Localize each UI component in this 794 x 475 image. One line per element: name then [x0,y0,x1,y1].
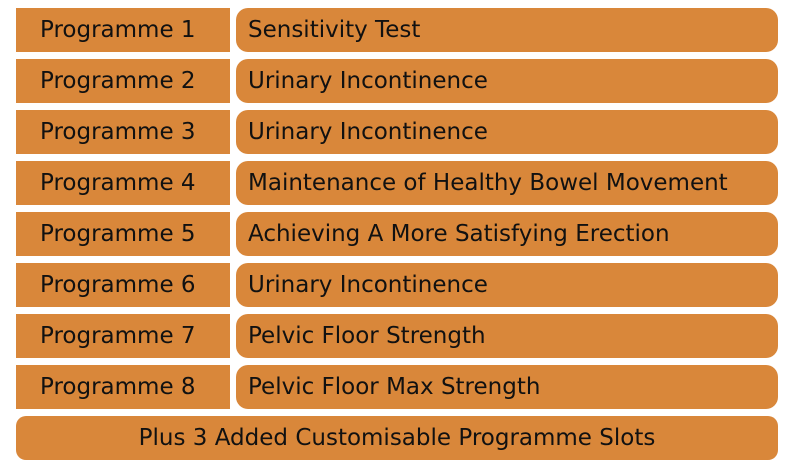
programme-label: Programme 2 [16,59,230,103]
programme-label: Programme 4 [16,161,230,205]
programme-row: Programme 7 Pelvic Floor Strength [0,314,794,358]
programme-row: Programme 3 Urinary Incontinence [0,110,794,154]
programme-label: Programme 7 [16,314,230,358]
programme-label: Programme 3 [16,110,230,154]
programme-description: Achieving A More Satisfying Erection [236,212,778,256]
programme-row: Programme 5 Achieving A More Satisfying … [0,212,794,256]
programme-row: Programme 6 Urinary Incontinence [0,263,794,307]
programme-description: Maintenance of Healthy Bowel Movement [236,161,778,205]
custom-slots-footer: Plus 3 Added Customisable Programme Slot… [16,416,778,460]
programme-description: Urinary Incontinence [236,59,778,103]
programme-row: Programme 2 Urinary Incontinence [0,59,794,103]
programme-row: Programme 4 Maintenance of Healthy Bowel… [0,161,794,205]
programme-description: Sensitivity Test [236,8,778,52]
programme-label: Programme 6 [16,263,230,307]
programme-description: Pelvic Floor Max Strength [236,365,778,409]
programme-row: Programme 1 Sensitivity Test [0,8,794,52]
programme-description: Urinary Incontinence [236,263,778,307]
programme-description: Pelvic Floor Strength [236,314,778,358]
programme-label: Programme 8 [16,365,230,409]
programme-description: Urinary Incontinence [236,110,778,154]
programme-row: Programme 8 Pelvic Floor Max Strength [0,365,794,409]
programme-label: Programme 5 [16,212,230,256]
programme-label: Programme 1 [16,8,230,52]
